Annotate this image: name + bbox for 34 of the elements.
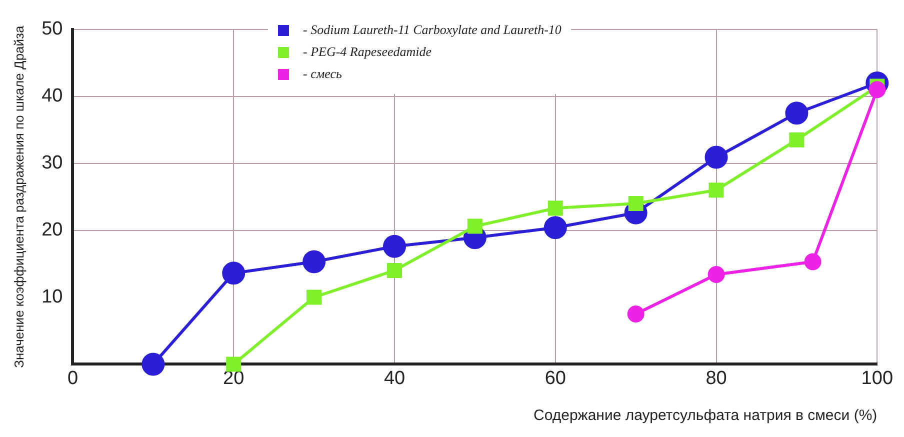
legend-label: - Sodium Laureth-11 Carboxylate and Laureth-10: [303, 22, 562, 38]
point: [302, 250, 326, 274]
point: [222, 262, 246, 285]
point: [804, 253, 822, 270]
point: [544, 216, 567, 240]
y-tick-label: 20: [42, 220, 63, 241]
y-tick-label: 30: [42, 152, 63, 174]
point: [789, 132, 804, 148]
x-tick-label: 0: [67, 368, 78, 389]
point: [383, 234, 406, 258]
x-axis-title: Содержание лауретсульфата натрия в смеси (%): [534, 407, 878, 424]
point: [386, 262, 402, 278]
x-tick-label: 100: [861, 368, 893, 389]
legend-label: - смесь: [303, 66, 342, 82]
point: [306, 290, 322, 305]
x-tick-label: 40: [384, 368, 406, 389]
point: [627, 305, 644, 322]
legend-label: - PEG-4 Rapeseedamide: [303, 44, 432, 60]
y-tick-label: 40: [42, 86, 63, 107]
point: [704, 146, 728, 169]
point: [142, 352, 165, 376]
point: [708, 266, 725, 283]
y-axis-title: Значение коэффициента раздражения по шкале Драйза: [11, 24, 26, 368]
point: [708, 182, 724, 198]
point: [226, 356, 242, 372]
x-tick-label: 80: [706, 368, 727, 389]
point: [628, 196, 644, 212]
point: [548, 200, 563, 216]
y-tick-label: 10: [42, 286, 63, 308]
point: [785, 102, 808, 125]
point: [467, 218, 482, 234]
x-tick-label: 60: [544, 368, 566, 389]
y-tick-label: 50: [42, 18, 63, 40]
x-tick-label: 20: [223, 368, 244, 389]
